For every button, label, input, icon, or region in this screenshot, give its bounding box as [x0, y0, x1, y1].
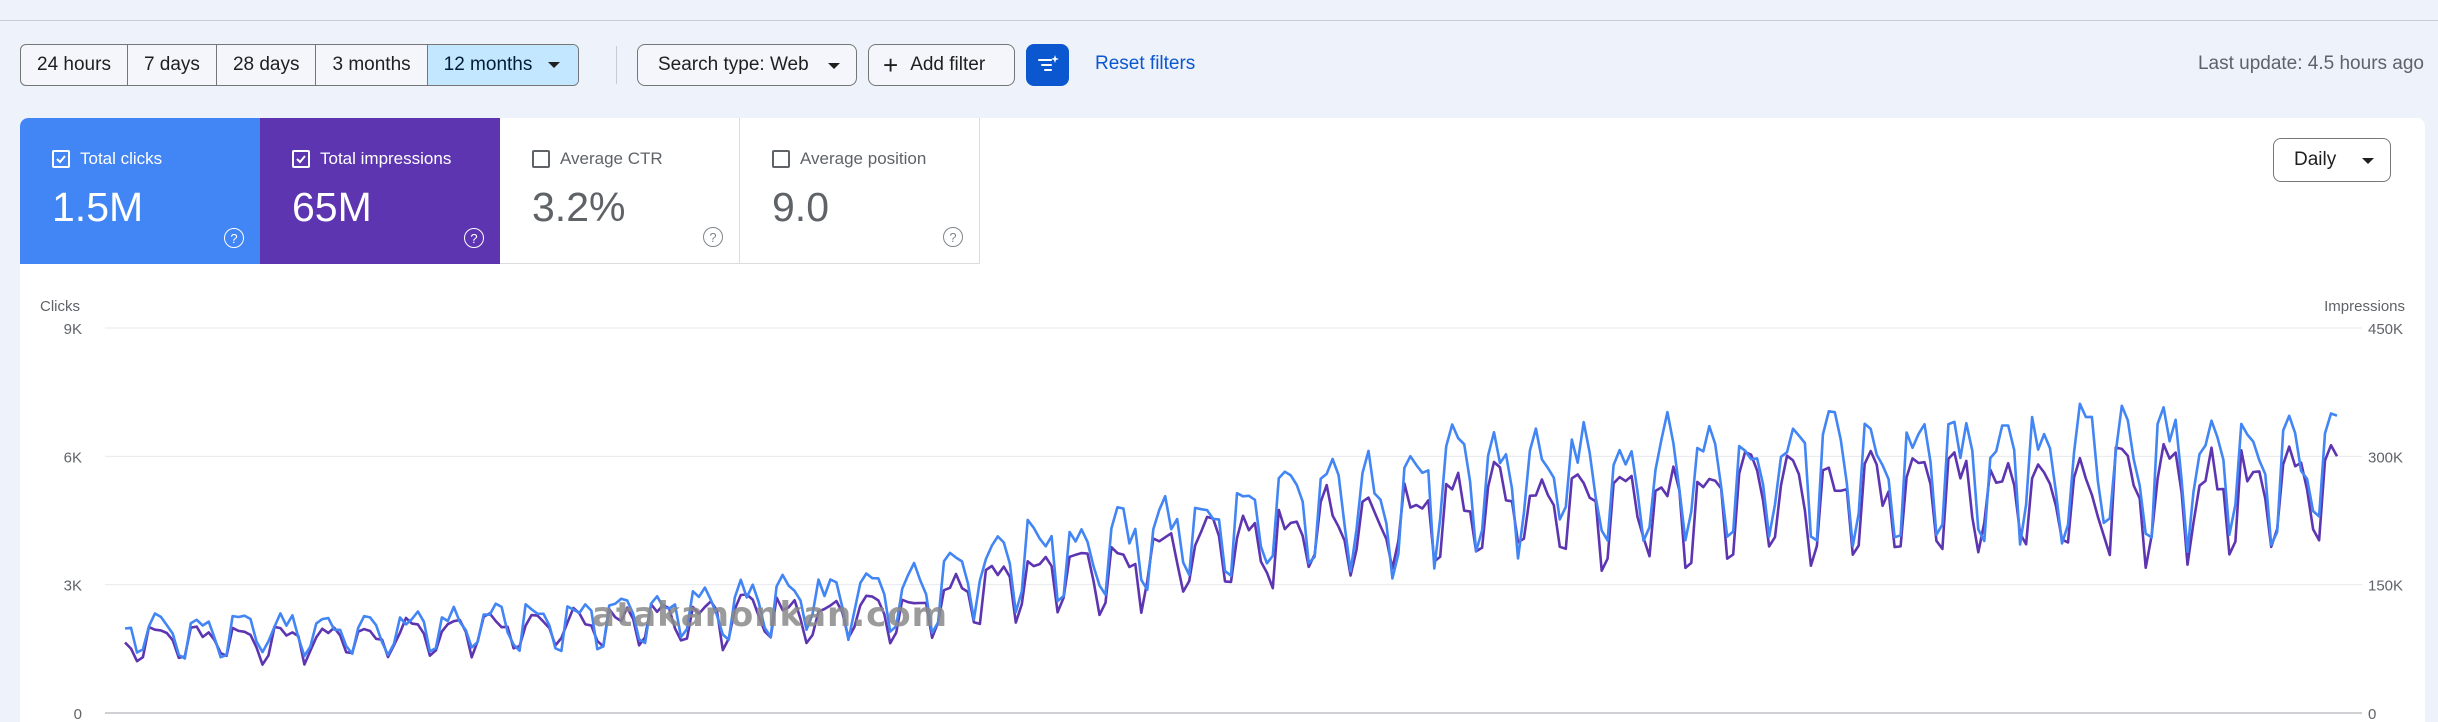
dropdown-caret-icon: [548, 62, 561, 68]
left-tick-label: 0: [74, 706, 82, 722]
search-type-label: Search type: Web: [658, 54, 809, 75]
checkbox-unchecked-icon[interactable]: [772, 150, 790, 168]
metric-label: Average position: [800, 149, 927, 168]
granularity-label: Daily: [2294, 149, 2337, 170]
metric-card-total-clicks[interactable]: Total clicks 1.5M ?: [20, 118, 260, 264]
checkbox-unchecked-icon[interactable]: [532, 150, 550, 168]
help-icon[interactable]: ?: [464, 228, 484, 248]
left-tick-label: 3K: [64, 578, 82, 595]
performance-chart: 0 0 3K 150K 6K 300K 9K 450K Clicks Impressions ata…: [40, 298, 2405, 722]
watermark-text: atakanonkan.com: [592, 595, 948, 635]
search-type-dropdown[interactable]: Search type: Web: [637, 44, 857, 86]
metric-card-total-impressions[interactable]: Total impressions 65M ?: [260, 118, 500, 264]
checkbox-checked-icon[interactable]: [52, 150, 70, 168]
range-12-months-label: 12 months: [443, 54, 533, 75]
range-28-days[interactable]: 28 days: [217, 45, 317, 85]
metric-header: Total impressions: [292, 149, 451, 169]
metric-card-average-position[interactable]: Average position 9.0 ?: [740, 118, 980, 264]
dropdown-caret-icon: [2362, 158, 2374, 164]
right-tick-label: 300K: [2368, 449, 2403, 466]
dropdown-caret-icon: [828, 63, 840, 69]
right-tick-label: 0: [2368, 706, 2376, 722]
range-7-days[interactable]: 7 days: [128, 45, 217, 85]
filter-sparkle-icon: [1037, 55, 1059, 71]
metric-value: 1.5M: [52, 184, 144, 230]
checkbox-checked-icon[interactable]: [292, 150, 310, 168]
left-tick-label: 9K: [64, 321, 82, 338]
granularity-dropdown[interactable]: Daily: [2273, 138, 2391, 182]
metric-header: Average position: [772, 149, 926, 169]
metric-value: 65M: [292, 184, 372, 230]
right-tick-label: 150K: [2368, 578, 2403, 595]
metric-label: Average CTR: [560, 149, 663, 168]
add-filter-button[interactable]: + Add filter: [868, 44, 1015, 86]
metric-label: Total clicks: [80, 149, 163, 168]
metric-value: 9.0: [772, 184, 829, 230]
metric-header: Total clicks: [52, 149, 162, 169]
series-line-total-impressions: [124, 442, 2339, 666]
right-axis-label: Impressions: [2324, 298, 2405, 315]
date-range-selector: 24 hours 7 days 28 days 3 months 12 mont…: [20, 44, 580, 86]
metric-header: Average CTR: [532, 149, 663, 169]
plus-icon: +: [883, 50, 899, 80]
metric-label: Total impressions: [320, 149, 452, 168]
toolbar-divider: [616, 46, 617, 84]
range-24-hours[interactable]: 24 hours: [21, 45, 128, 85]
performance-panel: Total clicks 1.5M ? Total impressions 65…: [20, 118, 2425, 722]
help-icon[interactable]: ?: [703, 227, 723, 247]
range-3-months[interactable]: 3 months: [316, 45, 428, 85]
left-axis-label: Clicks: [40, 298, 80, 315]
reset-filters-link[interactable]: Reset filters: [1095, 53, 1196, 74]
help-icon[interactable]: ?: [943, 227, 963, 247]
right-tick-label: 450K: [2368, 321, 2403, 338]
help-icon[interactable]: ?: [224, 228, 244, 248]
metric-value: 3.2%: [532, 184, 626, 230]
range-12-months[interactable]: 12 months: [427, 45, 579, 85]
left-tick-label: 6K: [64, 449, 82, 466]
last-update-text: Last update: 4.5 hours ago: [2197, 53, 2424, 74]
metric-card-average-ctr[interactable]: Average CTR 3.2% ?: [500, 118, 740, 264]
series-line-total-clicks: [124, 402, 2338, 660]
filter-settings-button[interactable]: [1026, 44, 1069, 86]
add-filter-label: Add filter: [910, 54, 986, 75]
top-divider: [0, 20, 2438, 21]
